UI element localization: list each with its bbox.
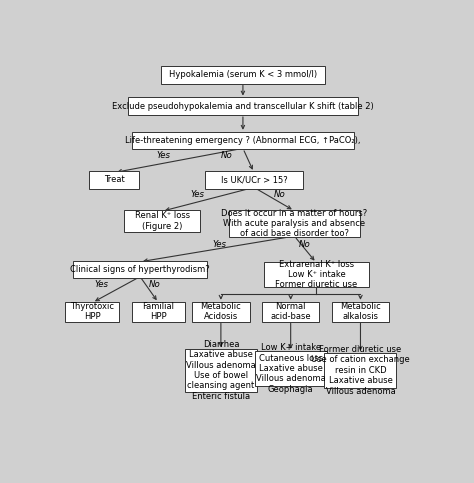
- Text: Yes: Yes: [94, 280, 109, 289]
- Text: No: No: [220, 151, 232, 160]
- Text: Yes: Yes: [157, 151, 171, 160]
- FancyBboxPatch shape: [255, 351, 327, 386]
- FancyBboxPatch shape: [205, 171, 303, 188]
- Text: Exclude pseudohypokalemia and transcellular K shift (table 2): Exclude pseudohypokalemia and transcellu…: [112, 102, 374, 111]
- Text: Metabolic
Acidosis: Metabolic Acidosis: [201, 302, 241, 321]
- Text: No: No: [149, 280, 161, 289]
- Text: Clinical signs of hyperthyrodism?: Clinical signs of hyperthyrodism?: [70, 265, 210, 274]
- Text: Life-threatening emergency ? (Abnormal ECG, ↑PaCO₂),: Life-threatening emergency ? (Abnormal E…: [125, 136, 361, 145]
- Text: Does it occur in a matter of hours?
With acute paralysis and absence
of acid bas: Does it occur in a matter of hours? With…: [221, 209, 367, 238]
- Text: Treat: Treat: [104, 175, 125, 185]
- FancyBboxPatch shape: [128, 98, 358, 115]
- FancyBboxPatch shape: [192, 301, 249, 322]
- FancyBboxPatch shape: [124, 210, 200, 232]
- FancyBboxPatch shape: [185, 349, 257, 392]
- FancyBboxPatch shape: [161, 66, 325, 84]
- Text: Normal
acid-base: Normal acid-base: [270, 302, 311, 321]
- Text: Thyrotoxic
HPP: Thyrotoxic HPP: [70, 302, 114, 321]
- FancyBboxPatch shape: [332, 301, 389, 322]
- Text: Metabolic
alkalosis: Metabolic alkalosis: [340, 302, 381, 321]
- Text: Diarrhea
Laxative abuse
Villous adenoma
Use of bowel
cleansing agent
Enteric fis: Diarrhea Laxative abuse Villous adenoma …: [186, 340, 256, 401]
- FancyBboxPatch shape: [73, 261, 207, 278]
- FancyBboxPatch shape: [229, 210, 360, 237]
- Text: Yes: Yes: [212, 240, 226, 249]
- Text: No: No: [299, 240, 310, 249]
- Text: Yes: Yes: [190, 190, 204, 199]
- FancyBboxPatch shape: [65, 301, 119, 322]
- Text: Renal K⁺ loss
(Figure 2): Renal K⁺ loss (Figure 2): [135, 211, 190, 230]
- Text: Familial
HPP: Familial HPP: [142, 302, 174, 321]
- FancyBboxPatch shape: [325, 353, 396, 388]
- FancyBboxPatch shape: [132, 131, 354, 149]
- Text: Is UK/UCr > 15?: Is UK/UCr > 15?: [220, 175, 287, 185]
- Text: Low K+ intake
Cutaneous loss
Laxative abuse
Villous adenoma
Geophagia: Low K+ intake Cutaneous loss Laxative ab…: [256, 343, 326, 394]
- FancyBboxPatch shape: [90, 171, 139, 188]
- FancyBboxPatch shape: [262, 301, 319, 322]
- FancyBboxPatch shape: [264, 262, 369, 287]
- FancyBboxPatch shape: [132, 301, 185, 322]
- Text: Hypokalemia (serum K < 3 mmol/l): Hypokalemia (serum K < 3 mmol/l): [169, 70, 317, 79]
- Text: No: No: [274, 190, 285, 199]
- Text: Extrarenal K⁺ loss
Low K⁺ intake
Former diuretic use: Extrarenal K⁺ loss Low K⁺ intake Former …: [275, 259, 357, 289]
- Text: Former diuretic use
Use of cation exchange
resin in CKD
Laxative abuse
Villous a: Former diuretic use Use of cation exchan…: [311, 345, 410, 396]
